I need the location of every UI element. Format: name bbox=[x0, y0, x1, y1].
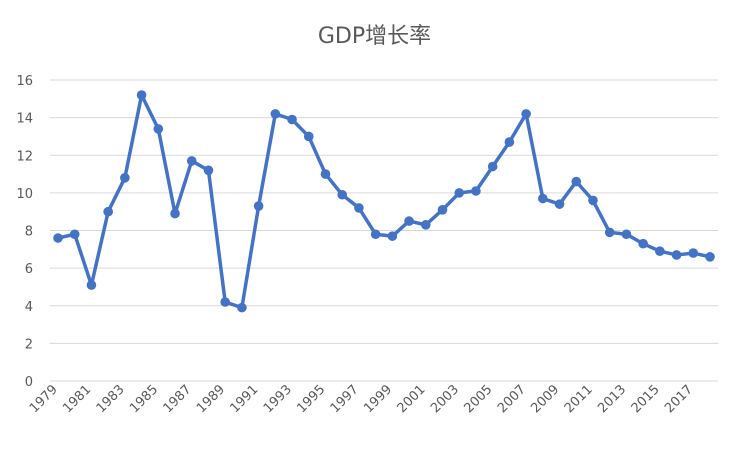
y-tick-label: 6 bbox=[25, 262, 33, 277]
y-tick-label: 12 bbox=[16, 149, 33, 164]
data-point bbox=[53, 233, 63, 243]
data-point bbox=[170, 208, 180, 219]
data-point bbox=[420, 220, 431, 230]
x-tick-label: 1989 bbox=[194, 382, 228, 416]
data-point bbox=[86, 280, 97, 290]
x-tick-label: 2011 bbox=[562, 382, 596, 416]
data-point bbox=[705, 252, 715, 262]
x-tick-label: 2007 bbox=[495, 382, 529, 416]
data-point bbox=[671, 250, 682, 260]
data-point bbox=[538, 193, 548, 204]
data-point bbox=[103, 206, 113, 217]
data-point bbox=[487, 161, 498, 172]
y-tick-label: 0 bbox=[25, 375, 33, 390]
x-axis-ticks: 1979 1981 1983 1985 1987 1989 1991 1993 1995 1997… bbox=[27, 382, 696, 416]
data-point bbox=[604, 227, 615, 238]
data-point bbox=[120, 173, 130, 183]
series-points bbox=[53, 90, 715, 313]
data-point bbox=[504, 137, 515, 147]
data-point bbox=[387, 231, 398, 241]
data-point bbox=[471, 186, 481, 196]
y-tick-label: 14 bbox=[16, 112, 33, 127]
data-point bbox=[253, 201, 264, 211]
data-point bbox=[621, 229, 632, 240]
data-point bbox=[655, 246, 665, 256]
data-point bbox=[303, 131, 314, 142]
x-tick-label: 2013 bbox=[595, 382, 629, 416]
data-point bbox=[571, 176, 582, 187]
x-tick-label: 2009 bbox=[528, 382, 562, 416]
data-point bbox=[554, 199, 565, 209]
x-tick-label: 1997 bbox=[328, 382, 362, 416]
x-tick-label: 2001 bbox=[395, 382, 429, 416]
y-tick-label: 2 bbox=[25, 337, 33, 352]
y-axis-ticks: 0 2 4 6 8 10 12 14 16 bbox=[16, 74, 33, 390]
data-point bbox=[203, 165, 214, 176]
data-point bbox=[153, 124, 164, 134]
data-point bbox=[588, 195, 598, 206]
x-tick-label: 1981 bbox=[60, 382, 94, 416]
x-tick-label: 1987 bbox=[161, 382, 195, 416]
data-point bbox=[69, 229, 80, 240]
data-point bbox=[454, 188, 465, 198]
data-point bbox=[437, 205, 448, 215]
y-tick-label: 4 bbox=[25, 300, 33, 315]
x-tick-label: 2005 bbox=[461, 382, 495, 416]
x-tick-label: 2003 bbox=[428, 382, 462, 416]
x-tick-label: 1983 bbox=[94, 382, 128, 416]
data-point bbox=[220, 297, 230, 307]
data-point bbox=[404, 216, 414, 226]
x-tick-label: 1993 bbox=[261, 382, 295, 416]
chart-title: GDP增长率 bbox=[317, 24, 432, 49]
data-point bbox=[337, 189, 348, 200]
data-point bbox=[287, 114, 297, 125]
y-tick-label: 10 bbox=[16, 187, 33, 202]
x-tick-label: 2015 bbox=[629, 382, 663, 416]
data-point bbox=[521, 109, 531, 119]
x-tick-label: 2017 bbox=[662, 382, 696, 416]
x-tick-label: 1999 bbox=[361, 382, 395, 416]
y-tick-label: 8 bbox=[25, 225, 33, 240]
data-point bbox=[270, 109, 281, 119]
data-point bbox=[638, 238, 648, 249]
data-point bbox=[688, 248, 699, 258]
y-tick-label: 16 bbox=[16, 74, 33, 89]
data-point bbox=[186, 156, 197, 166]
x-tick-label: 1991 bbox=[227, 382, 261, 416]
x-tick-label: 1985 bbox=[127, 382, 161, 416]
data-point bbox=[354, 203, 364, 213]
series-line bbox=[57, 93, 711, 310]
series-line-path bbox=[57, 93, 711, 310]
x-tick-label: 1995 bbox=[294, 382, 328, 416]
data-point bbox=[237, 302, 247, 313]
data-point bbox=[320, 169, 331, 179]
data-point bbox=[136, 90, 147, 100]
grid-lines bbox=[50, 79, 718, 382]
data-point bbox=[370, 229, 381, 240]
